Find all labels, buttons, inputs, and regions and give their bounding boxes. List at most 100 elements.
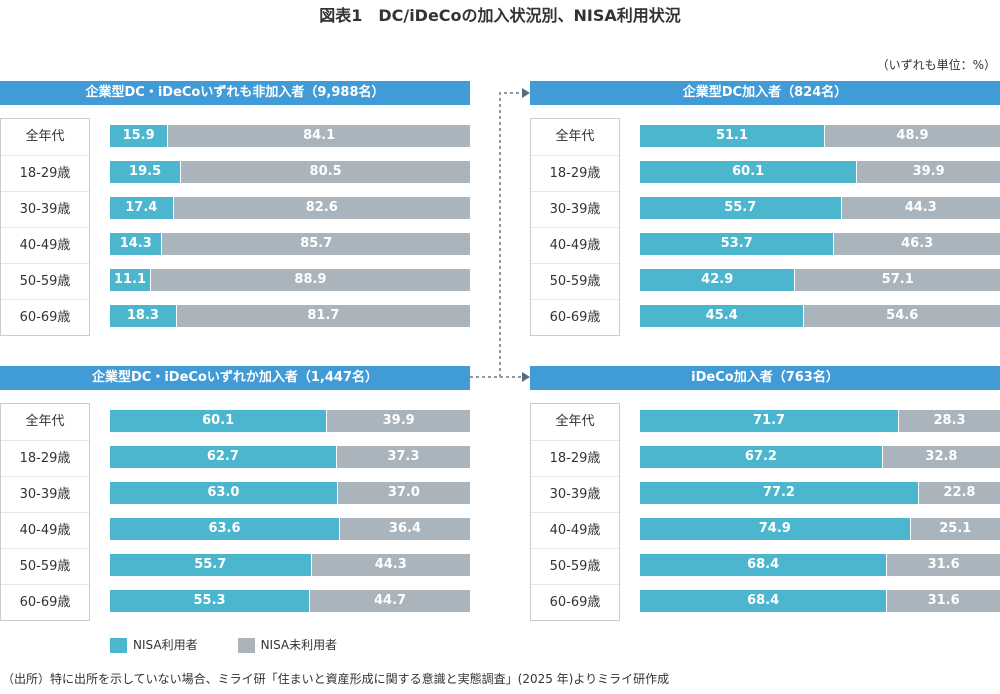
figure-title: 図表1 DC/iDeCoの加入状況別、NISA利用状況 bbox=[319, 6, 681, 25]
panel-non-member: 企業型DC・iDeCoいずれも非加入者（9,988名） 全年代 18-29歳 30-3… bbox=[0, 81, 470, 336]
stacked-bar: 60.1 39.9 bbox=[640, 161, 1000, 183]
stacked-bar: 62.7 37.3 bbox=[110, 446, 470, 468]
bar-nisa-user: 14.3 bbox=[110, 233, 162, 255]
bar-nisa-user: 18.3 bbox=[110, 305, 176, 327]
bar-nisa-nonuser: 46.3 bbox=[833, 233, 1000, 255]
bar-nisa-user: 63.0 bbox=[110, 482, 337, 504]
category-label: 40-49歳 bbox=[531, 512, 619, 548]
bar-nisa-user: 55.7 bbox=[110, 554, 311, 576]
category-label: 30-39歳 bbox=[1, 476, 89, 512]
bar-nisa-nonuser: 88.9 bbox=[149, 269, 470, 291]
category-label: 18-29歳 bbox=[1, 440, 89, 476]
bar-nisa-user: 74.9 bbox=[640, 518, 910, 540]
category-label: 50-59歳 bbox=[531, 263, 619, 299]
panel-ideco-member: iDeCo加入者（763名） 全年代 18-29歳 30-39歳 40-49歳 50-59… bbox=[530, 366, 1000, 621]
category-label: 18-29歳 bbox=[1, 155, 89, 191]
bar-nisa-nonuser: 28.3 bbox=[898, 410, 1000, 432]
bar-nisa-user: 63.6 bbox=[110, 518, 339, 540]
bar-nisa-user: 67.2 bbox=[640, 446, 882, 468]
stacked-bar: 77.2 22.8 bbox=[640, 482, 1000, 504]
bar-nisa-nonuser: 36.4 bbox=[338, 518, 470, 540]
category-label: 全年代 bbox=[555, 414, 595, 429]
stacked-bar: 14.3 85.7 bbox=[110, 233, 470, 255]
category-labels: 全年代 18-29歳 30-39歳 40-49歳 50-59歳 60-69歳 bbox=[0, 403, 90, 621]
legend-item-nonuser: NISA未利用者 bbox=[237, 636, 338, 653]
panel-title: 企業型DC・iDeCoいずれか加入者（1,447名） bbox=[0, 366, 470, 390]
category-label: 40-49歳 bbox=[1, 227, 89, 263]
bar-nisa-user: 68.4 bbox=[640, 590, 887, 612]
legend-item-user: NISA利用者 bbox=[110, 636, 198, 653]
category-label: 全年代 bbox=[25, 129, 65, 144]
bar-nisa-nonuser: 57.1 bbox=[794, 269, 1000, 291]
source-note: （出所）特に出所を示していない場合、ミライ研「住まいと資産形成に関する意識と実態… bbox=[2, 672, 670, 686]
bar-nisa-nonuser: 39.9 bbox=[856, 161, 1000, 183]
bar-nisa-nonuser: 80.5 bbox=[180, 161, 470, 183]
legend-swatch bbox=[237, 638, 255, 653]
category-label: 60-69歳 bbox=[531, 584, 619, 620]
legend-swatch bbox=[110, 638, 127, 653]
bar-nisa-nonuser: 44.3 bbox=[310, 554, 470, 576]
stacked-bar: 67.2 32.8 bbox=[640, 446, 1000, 468]
stacked-bar: 68.4 31.6 bbox=[640, 554, 1000, 576]
bar-nisa-nonuser: 31.6 bbox=[886, 590, 1000, 612]
stacked-bar: 74.9 25.1 bbox=[640, 518, 1000, 540]
category-label: 50-59歳 bbox=[1, 548, 89, 584]
bar-nisa-nonuser: 39.9 bbox=[326, 410, 470, 432]
category-labels: 全年代 18-29歳 30-39歳 40-49歳 50-59歳 60-69歳 bbox=[530, 118, 620, 336]
category-label: 60-69歳 bbox=[1, 299, 89, 335]
panel-title: 企業型DC加入者（824名） bbox=[530, 81, 1000, 105]
panel-title: 企業型DC・iDeCoいずれも非加入者（9,988名） bbox=[0, 81, 470, 105]
panel-any-member: 企業型DC・iDeCoいずれか加入者（1,447名） 全年代 18-29歳 30-39… bbox=[0, 366, 470, 621]
bar-nisa-user: 60.1 bbox=[640, 161, 857, 183]
stacked-bar: 15.9 84.1 bbox=[110, 125, 470, 147]
bar-nisa-user: 45.4 bbox=[640, 305, 804, 327]
stacked-bar: 63.0 37.0 bbox=[110, 482, 470, 504]
bar-nisa-nonuser: 31.6 bbox=[886, 554, 1000, 576]
category-label: 30-39歳 bbox=[531, 476, 619, 512]
arrow-head-icon bbox=[522, 88, 530, 98]
unit-note: （いずれも単位：%） bbox=[876, 58, 996, 72]
stacked-bar: 42.9 57.1 bbox=[640, 269, 1000, 291]
stacked-bar: 71.7 28.3 bbox=[640, 410, 1000, 432]
stacked-bar: 55.7 44.3 bbox=[640, 197, 1000, 219]
category-label: 50-59歳 bbox=[1, 263, 89, 299]
category-label: 30-39歳 bbox=[531, 191, 619, 227]
category-label: 60-69歳 bbox=[1, 584, 89, 620]
panel-dc-member: 企業型DC加入者（824名） 全年代 18-29歳 30-39歳 40-49歳 50-59… bbox=[530, 81, 1000, 336]
category-label: 50-59歳 bbox=[531, 548, 619, 584]
stacked-bar: 19.5 80.5 bbox=[110, 161, 470, 183]
category-label: 18-29歳 bbox=[531, 440, 619, 476]
bar-nisa-user: 11.1 bbox=[110, 269, 150, 291]
bar-nisa-user: 42.9 bbox=[640, 269, 795, 291]
stacked-bar: 68.4 31.6 bbox=[640, 590, 1000, 612]
category-label: 40-49歳 bbox=[531, 227, 619, 263]
legend: NISA利用者 NISA未利用者 bbox=[110, 636, 337, 653]
bar-nisa-user: 68.4 bbox=[640, 554, 887, 576]
bar-nisa-nonuser: 82.6 bbox=[172, 197, 470, 219]
bar-nisa-user: 15.9 bbox=[110, 125, 168, 147]
legend-label: NISA未利用者 bbox=[260, 638, 338, 652]
bar-nisa-user: 17.4 bbox=[110, 197, 173, 219]
stacked-bar: 63.6 36.4 bbox=[110, 518, 470, 540]
category-labels: 全年代 18-29歳 30-39歳 40-49歳 50-59歳 60-69歳 bbox=[530, 403, 620, 621]
bar-nisa-nonuser: 32.8 bbox=[881, 446, 1000, 468]
bar-nisa-nonuser: 84.1 bbox=[167, 125, 470, 147]
bar-nisa-nonuser: 44.3 bbox=[840, 197, 1000, 219]
bar-nisa-user: 62.7 bbox=[110, 446, 336, 468]
legend-label: NISA利用者 bbox=[133, 638, 198, 652]
stacked-bar: 18.3 81.7 bbox=[110, 305, 470, 327]
bar-nisa-nonuser: 44.7 bbox=[309, 590, 470, 612]
bar-nisa-nonuser: 22.8 bbox=[917, 482, 1000, 504]
bar-nisa-user: 53.7 bbox=[640, 233, 834, 255]
bar-nisa-user: 77.2 bbox=[640, 482, 918, 504]
category-label: 18-29歳 bbox=[531, 155, 619, 191]
stacked-bar: 11.1 88.9 bbox=[110, 269, 470, 291]
bar-nisa-user: 60.1 bbox=[110, 410, 327, 432]
category-label: 40-49歳 bbox=[1, 512, 89, 548]
category-label: 全年代 bbox=[25, 414, 65, 429]
arrow-head-icon bbox=[522, 372, 530, 382]
category-label: 全年代 bbox=[555, 129, 595, 144]
bar-nisa-nonuser: 48.9 bbox=[823, 125, 1000, 147]
stacked-bar: 53.7 46.3 bbox=[640, 233, 1000, 255]
